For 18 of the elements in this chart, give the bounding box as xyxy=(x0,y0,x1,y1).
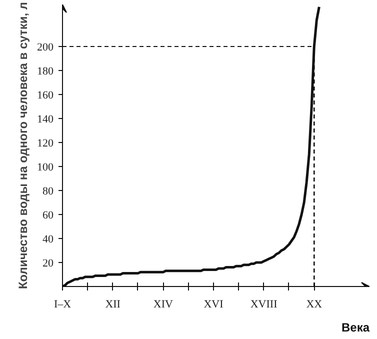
y-tick-label: 20 xyxy=(42,258,54,270)
x-tick-label: XX xyxy=(306,298,322,310)
y-tick-label: 60 xyxy=(42,210,54,222)
y-tick-label: 180 xyxy=(37,66,54,78)
y-axis-title: Количество воды на одного человека в сутки, л xyxy=(16,2,30,290)
y-tick-label: 200 xyxy=(37,42,54,54)
x-tick-label: XVIII xyxy=(250,298,278,310)
y-tick-label: 160 xyxy=(37,90,54,102)
x-tick-label: XVI xyxy=(204,298,224,310)
y-tick-label: 140 xyxy=(37,114,54,126)
y-tick-label: 80 xyxy=(42,186,54,198)
x-tick-label: XIV xyxy=(153,298,173,310)
x-tick-label: XII xyxy=(105,298,121,310)
y-tick-label: 40 xyxy=(42,234,54,246)
y-tick-label: 100 xyxy=(37,162,54,174)
x-tick-label: I–X xyxy=(54,298,72,310)
y-tick-label: 120 xyxy=(37,138,54,150)
x-axis-title: Века xyxy=(341,320,370,334)
